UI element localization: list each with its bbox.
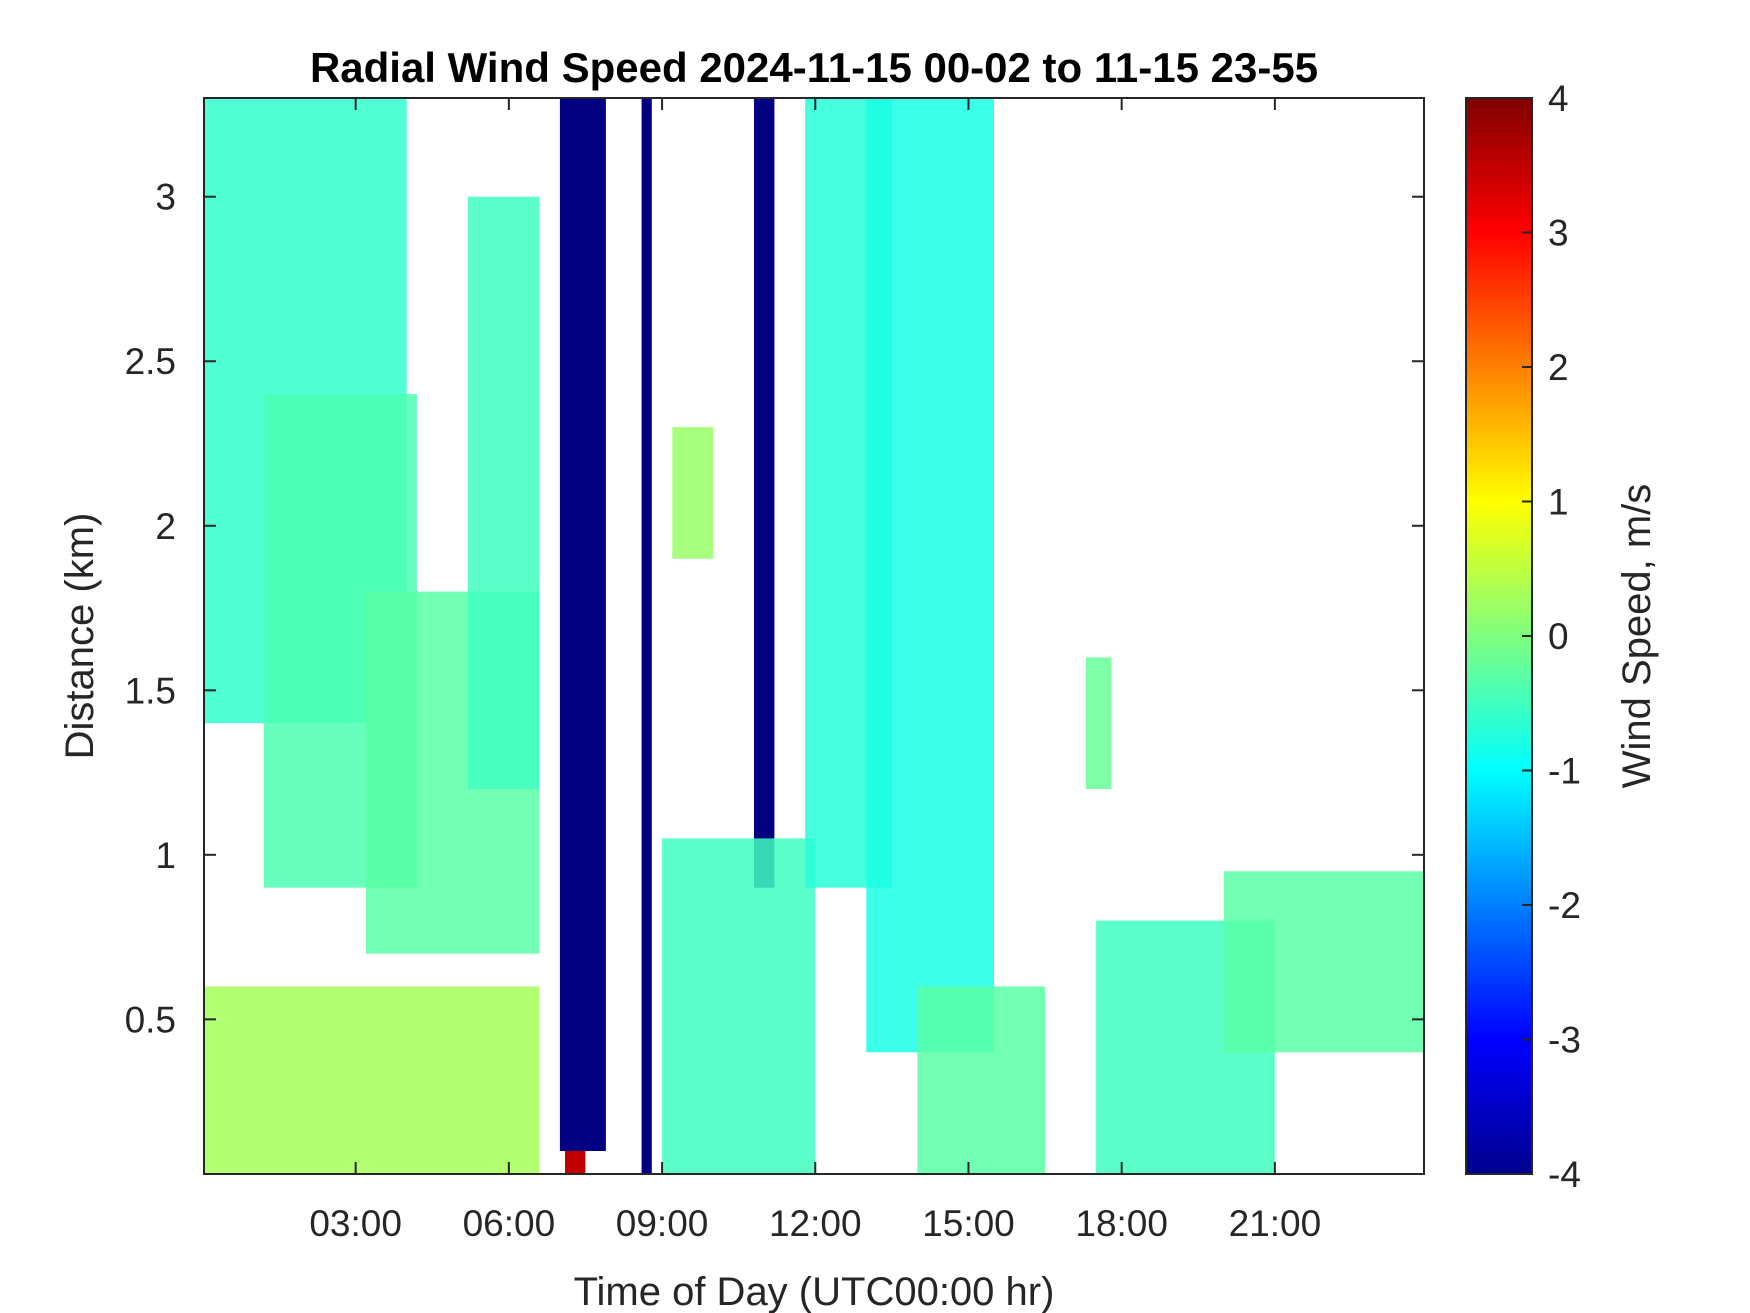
x-tick-label: 03:00 — [309, 1203, 402, 1244]
x-tick-label: 18:00 — [1075, 1203, 1168, 1244]
y-tick-label: 1 — [155, 835, 176, 876]
y-tick-label: 2 — [155, 506, 176, 547]
heatmap-region-afternoon-descending-layer — [866, 98, 994, 1053]
y-tick-label: 0.5 — [125, 999, 176, 1040]
x-tick-label: 21:00 — [1229, 1203, 1322, 1244]
heatmap-cells — [204, 98, 1424, 1174]
x-tick-label: 09:00 — [616, 1203, 709, 1244]
colorbar-tick-label: 3 — [1548, 213, 1569, 254]
heatmap-region-evening-patch — [1085, 657, 1112, 789]
colorbar-tick-label: 2 — [1548, 347, 1569, 388]
y-tick-label: 3 — [155, 177, 176, 218]
y-axis: 0.5 1 1.5 2 2.5 3 — [125, 177, 1424, 1040]
colorbar-label: Wind Speed, m/s — [1615, 484, 1659, 789]
x-axis-label: Time of Day (UTC00:00 hr) — [574, 1270, 1055, 1313]
colorbar-ticks: 4 3 2 1 0 -1 -2 -3 -4 — [1522, 78, 1581, 1195]
colorbar-tick-label: -2 — [1548, 885, 1581, 926]
colorbar-gradient — [1466, 98, 1532, 1174]
plot-frame — [203, 97, 1425, 1175]
y-tick-label: 1.5 — [125, 670, 176, 711]
x-tick-label: 06:00 — [463, 1203, 556, 1244]
chart-title: Radial Wind Speed 2024-11-15 00-02 to 11… — [310, 44, 1318, 91]
y-axis-label: Distance (km) — [58, 513, 102, 760]
heatmap-region-saturated-negative-column-b — [641, 98, 652, 1174]
colorbar-tick-label: -4 — [1548, 1154, 1581, 1195]
x-tick-label: 12:00 — [769, 1203, 862, 1244]
heatmap-region-late-morning-lower-layer — [662, 838, 816, 1174]
colorbar-tick-label: 4 — [1548, 78, 1569, 119]
colorbar-tick-label: -1 — [1548, 751, 1581, 792]
heatmap-region-late-morning-patch — [672, 427, 714, 559]
heatmap-region-saturated-negative-column-c — [754, 98, 775, 888]
heatmap-region-afternoon-boundary-layer — [917, 986, 1046, 1174]
heatmap-region-night-elevated-layer — [1223, 871, 1424, 1053]
colorbar: 4 3 2 1 0 -1 -2 -3 -4 Wind Speed, m/s — [1465, 78, 1659, 1195]
colorbar-tick-label: -3 — [1548, 1020, 1581, 1061]
plot-area — [203, 97, 1425, 1175]
x-axis: 03:00 06:00 09:00 12:00 15:00 18:00 21:00 — [309, 98, 1321, 1244]
y-tick-label: 2.5 — [125, 341, 176, 382]
x-tick-label: 15:00 — [922, 1203, 1015, 1244]
colorbar-tick-label: 1 — [1548, 482, 1569, 523]
heatmap-region-saturated-negative-column — [559, 98, 606, 1151]
heatmap-region-night-boundary-layer — [204, 986, 540, 1174]
colorbar-tick-label: 0 — [1548, 616, 1569, 657]
heatmap-region-mid-morning-upper-layer — [468, 196, 540, 789]
